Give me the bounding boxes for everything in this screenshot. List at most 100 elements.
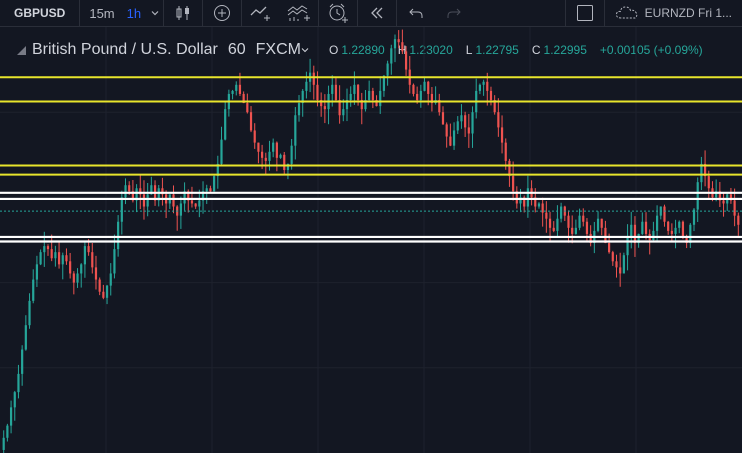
low-key: L [465, 43, 473, 57]
candle-body [109, 273, 112, 286]
candle-body [356, 84, 360, 101]
candle-body [452, 130, 456, 146]
interval-1h-button[interactable]: 1h [126, 5, 142, 21]
candle-body [674, 227, 677, 234]
candle-body [179, 203, 182, 216]
candle-body [235, 84, 238, 91]
candle-body [504, 142, 507, 161]
candle-body [297, 103, 301, 116]
compare-icon[interactable] [242, 0, 280, 26]
open-value: 1.22890 [341, 43, 385, 57]
toolbar-divider [163, 0, 165, 26]
candle-body [467, 127, 470, 134]
candle-body [35, 264, 39, 280]
candle-body [493, 100, 496, 113]
interval-15m-button[interactable]: 15m [89, 5, 115, 21]
candle-body [681, 221, 685, 237]
candle-body [249, 112, 253, 131]
candle-body [32, 279, 35, 301]
candle-body [57, 252, 61, 265]
candle-body [552, 227, 555, 231]
legend-interval: 60 [227, 41, 246, 58]
change-value: +0.00105 (+0.09%) [599, 43, 703, 57]
candles-icon[interactable] [164, 0, 202, 26]
candle-body [76, 273, 79, 283]
candle-body [737, 215, 740, 225]
redo-icon[interactable] [435, 0, 473, 26]
candle-body [589, 233, 592, 244]
candle-body [69, 261, 72, 274]
collapse-legend-icon[interactable] [17, 45, 26, 55]
candle-body [489, 90, 493, 101]
chart-legend: British Pound / U.S. Dollar 60 FXCM O 1.2… [0, 36, 713, 64]
candle-body [198, 200, 201, 207]
toolbar-divider [318, 0, 320, 26]
legend-exchange[interactable]: FXCM [256, 41, 309, 59]
layout-icon[interactable] [566, 0, 604, 26]
candle-body [283, 154, 286, 171]
candle-body [87, 246, 90, 253]
candle-body [342, 109, 345, 116]
candle-body [161, 188, 164, 195]
candle-body [700, 163, 703, 183]
candle-body [423, 81, 426, 91]
candle-body [692, 209, 696, 225]
candle-body [404, 51, 408, 70]
symbol-description[interactable]: British Pound / U.S. Dollar [32, 41, 218, 58]
toolbar-divider [396, 0, 398, 26]
close-value: 1.22995 [543, 43, 587, 57]
candle-body [39, 252, 42, 265]
candle-body [61, 255, 64, 265]
candle-body [611, 252, 614, 262]
add-indicator-icon[interactable] [203, 0, 241, 26]
undo-icon[interactable] [397, 0, 435, 26]
candle-body [286, 163, 290, 171]
candle-body [213, 176, 216, 192]
price-chart[interactable] [0, 27, 742, 453]
candle-body [438, 100, 441, 113]
symbol-search-button[interactable]: GBPUSD [14, 6, 66, 20]
candle-body [689, 224, 692, 244]
candle-body [608, 243, 611, 253]
candle-body [578, 215, 581, 228]
candle-body [54, 252, 57, 259]
candle-body [13, 392, 16, 408]
candle-body [523, 197, 526, 207]
candle-body [190, 200, 194, 204]
cloud-layout-label: EURNZD Fri 1... [644, 6, 732, 20]
candle-body [345, 100, 349, 110]
candle-body [72, 273, 75, 283]
candle-body [260, 151, 264, 158]
candle-body [50, 249, 53, 259]
candle-body [460, 115, 463, 122]
candle-body [9, 407, 13, 426]
candle-body [253, 130, 256, 143]
alert-icon[interactable] [319, 0, 357, 26]
candle-body [393, 39, 397, 49]
ohlc-values: O1.22890 H1.23020 L1.22795 C1.22995 +0.0… [329, 43, 713, 57]
candle-body [519, 197, 522, 204]
indicators-icon[interactable] [280, 0, 318, 26]
chevron-down-icon[interactable] [147, 0, 163, 26]
replay-icon[interactable] [358, 0, 396, 26]
candle-body [637, 233, 640, 244]
cloud-layout-button[interactable]: EURNZD Fri 1... [605, 4, 742, 23]
candle-body [323, 106, 326, 110]
candle-body [205, 188, 208, 192]
candle-body [43, 246, 46, 253]
candle-body [390, 48, 393, 64]
candle-body [117, 221, 120, 250]
candle-body [131, 191, 134, 201]
candle-body [596, 218, 600, 231]
candle-body [633, 224, 637, 244]
candle-body [604, 227, 607, 244]
candle-body [312, 72, 315, 85]
candle-body [397, 39, 400, 43]
candle-body [338, 100, 341, 116]
candle-body [582, 215, 585, 222]
toolbar-divider [564, 0, 566, 26]
candle-body [279, 154, 282, 158]
candle-body [371, 90, 374, 101]
candle-body [368, 90, 371, 101]
candle-body [65, 255, 68, 262]
